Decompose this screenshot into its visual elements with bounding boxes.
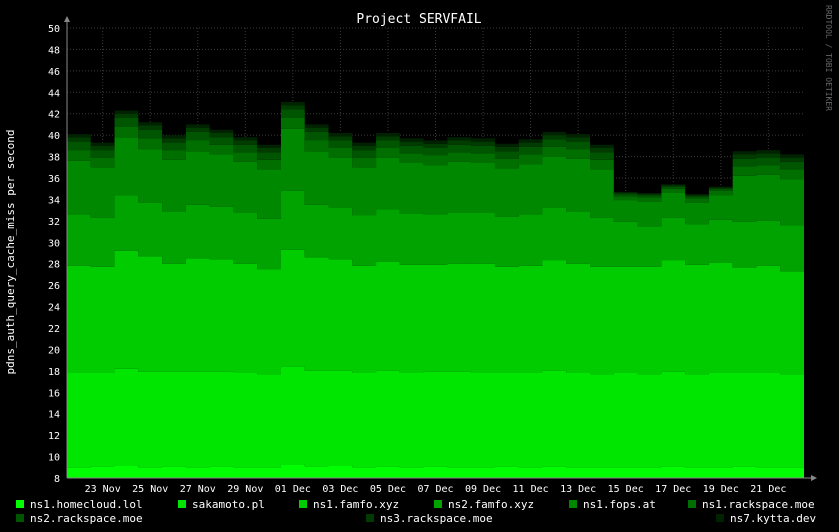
x-tick-label-2: 27 Nov bbox=[180, 484, 216, 495]
legend-swatch bbox=[178, 500, 186, 508]
legend-label: ns1.fops.at bbox=[583, 498, 656, 511]
legend-item-1: sakamoto.pl bbox=[178, 498, 265, 511]
legend-item-8: ns7.kytta.dev bbox=[716, 512, 816, 525]
x-tick-label-14: 21 Dec bbox=[750, 484, 786, 495]
y-tick-label-11: 30 bbox=[48, 238, 60, 249]
x-tick-label-1: 25 Nov bbox=[132, 484, 168, 495]
y-tick-label-9: 26 bbox=[48, 281, 60, 292]
legend-item-5: ns1.rackspace.moe bbox=[688, 498, 815, 511]
legend-item-6: ns2.rackspace.moe bbox=[16, 512, 143, 525]
y-tick-label-21: 50 bbox=[48, 24, 60, 35]
chart-title: Project SERVFAIL bbox=[356, 12, 481, 27]
legend-label: ns2.famfo.xyz bbox=[448, 498, 535, 511]
legend-swatch bbox=[366, 514, 374, 522]
y-tick-label-5: 18 bbox=[48, 367, 60, 378]
legend-label: ns2.rackspace.moe bbox=[30, 512, 143, 525]
series-area-6 bbox=[67, 109, 804, 199]
x-tick-label-13: 19 Dec bbox=[703, 484, 739, 495]
y-tick-label-20: 48 bbox=[48, 45, 60, 56]
x-tick-label-5: 03 Dec bbox=[322, 484, 358, 495]
y-tick-label-16: 40 bbox=[48, 131, 60, 142]
y-axis-arrow bbox=[64, 16, 70, 22]
legend-label: ns1.famfo.xyz bbox=[313, 498, 400, 511]
x-tick-label-8: 09 Dec bbox=[465, 484, 501, 495]
legend-label: ns1.homecloud.lol bbox=[30, 498, 143, 511]
y-tick-label-12: 32 bbox=[48, 217, 60, 228]
y-tick-label-18: 44 bbox=[48, 88, 60, 99]
y-tick-label-17: 42 bbox=[48, 110, 60, 121]
series-area-0 bbox=[67, 464, 804, 478]
y-tick-label-15: 38 bbox=[48, 153, 60, 164]
series-area-4 bbox=[67, 128, 804, 227]
x-tick-label-4: 01 Dec bbox=[275, 484, 311, 495]
y-tick-label-2: 12 bbox=[48, 431, 60, 442]
legend-label: ns3.rackspace.moe bbox=[380, 512, 493, 525]
x-axis-arrow bbox=[811, 475, 817, 481]
y-tick-label-4: 16 bbox=[48, 388, 60, 399]
legend-swatch bbox=[569, 500, 577, 508]
legend-item-3: ns2.famfo.xyz bbox=[434, 498, 534, 511]
x-tick-label-12: 17 Dec bbox=[655, 484, 691, 495]
y-tick-label-10: 28 bbox=[48, 260, 60, 271]
series-area-5 bbox=[67, 118, 804, 203]
legend-item-0: ns1.homecloud.lol bbox=[16, 498, 143, 511]
y-tick-label-1: 10 bbox=[48, 453, 60, 464]
legend-swatch bbox=[299, 500, 307, 508]
y-tick-label-8: 24 bbox=[48, 303, 60, 314]
legend-label: ns1.rackspace.moe bbox=[702, 498, 815, 511]
x-tick-label-11: 15 Dec bbox=[608, 484, 644, 495]
legend-item-4: ns1.fops.at bbox=[569, 498, 656, 511]
legend-item-7: ns3.rackspace.moe bbox=[366, 512, 493, 525]
legend-swatch bbox=[434, 500, 442, 508]
legend-label: sakamoto.pl bbox=[192, 498, 265, 511]
y-tick-label-14: 36 bbox=[48, 174, 60, 185]
x-tick-labels: 23 Nov 25 Nov 27 Nov 29 Nov 01 Dec 03 Dec 05 D… bbox=[85, 484, 787, 495]
legend-swatch bbox=[16, 500, 24, 508]
x-tick-label-6: 05 Dec bbox=[370, 484, 406, 495]
y-tick-label-0: 8 bbox=[54, 474, 60, 485]
y-tick-label-3: 14 bbox=[48, 410, 60, 421]
axes bbox=[64, 16, 817, 481]
y-tick-label-13: 34 bbox=[48, 195, 60, 206]
x-tick-label-10: 13 Dec bbox=[560, 484, 596, 495]
y-tick-labels: 8 10 12 14 16 18 20 22 24 26 28 30 32 34 36 38 40 42 44 46 4… bbox=[48, 24, 60, 485]
y-tick-label-6: 20 bbox=[48, 345, 60, 356]
series-area-3 bbox=[67, 190, 804, 272]
legend-label: ns7.kytta.dev bbox=[730, 512, 817, 525]
legend-swatch bbox=[16, 514, 24, 522]
x-tick-label-9: 11 Dec bbox=[513, 484, 549, 495]
x-tick-label-7: 07 Dec bbox=[417, 484, 453, 495]
series-area-2 bbox=[67, 249, 804, 375]
legend-swatch bbox=[688, 500, 696, 508]
legend-swatch bbox=[716, 514, 724, 522]
series-area-1 bbox=[67, 366, 804, 468]
y-tick-label-19: 46 bbox=[48, 67, 60, 78]
series-areas bbox=[67, 101, 804, 478]
watermark: RRDTOOL / TOBI OETIKER bbox=[824, 5, 833, 111]
x-tick-label-0: 23 Nov bbox=[85, 484, 121, 495]
legend-item-2: ns1.famfo.xyz bbox=[299, 498, 399, 511]
y-tick-label-7: 22 bbox=[48, 324, 60, 335]
y-axis-label: pdns_auth_query_cache_miss per second bbox=[4, 129, 17, 374]
x-tick-label-3: 29 Nov bbox=[227, 484, 263, 495]
